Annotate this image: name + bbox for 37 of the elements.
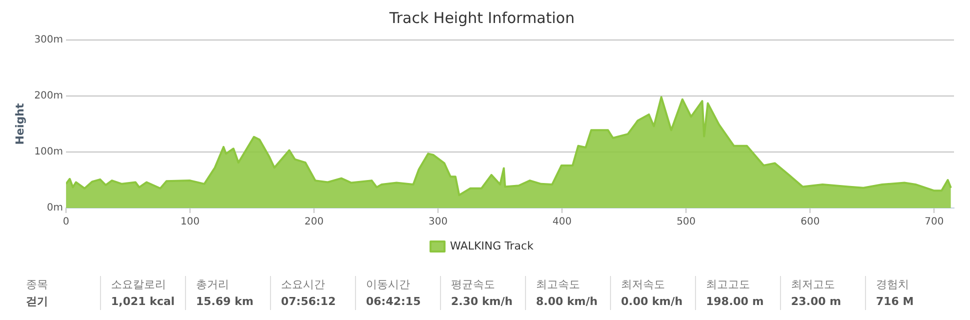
text: 평균속도	[451, 277, 496, 293]
text: 198.00 m	[706, 294, 765, 310]
text: 종목	[26, 277, 49, 293]
text: 8.00 km/h	[536, 294, 599, 310]
text: 2.30 km/h	[451, 294, 514, 310]
y-tick-label: 0m	[46, 202, 64, 214]
text: 이동시간	[366, 277, 411, 293]
text: 06:42:15	[366, 294, 422, 310]
text: 최고속도	[536, 277, 581, 293]
text: 걷기	[26, 294, 49, 310]
text: 07:56:12	[281, 294, 337, 310]
legend-label: WALKING Track	[450, 239, 534, 252]
text: 최고고도	[706, 277, 751, 293]
x-tick-label: 500	[676, 216, 696, 228]
x-tick-label: 200	[304, 216, 324, 228]
text: 최저속도	[621, 277, 666, 293]
text: 15.69 km	[196, 294, 254, 310]
x-tick-label: 100	[180, 216, 200, 228]
x-tick-label: 0	[62, 216, 70, 228]
text: 총거리	[196, 277, 230, 293]
x-tick-label: 400	[552, 216, 572, 228]
x-tick-label: 700	[924, 216, 944, 228]
text: 최저고도	[791, 277, 836, 293]
chart-title: Track Height Information	[388, 8, 575, 27]
text: 716 M	[876, 294, 915, 310]
text: 0.00 km/h	[621, 294, 684, 310]
text: 1,021 kcal	[111, 294, 175, 310]
text: 23.00 m	[791, 294, 842, 310]
text: 소요시간	[281, 277, 326, 293]
y-tick-label: 100m	[34, 146, 64, 158]
text: 소요칼로리	[111, 277, 167, 293]
x-tick-label: 300	[428, 216, 448, 228]
text: 경험치	[876, 277, 910, 293]
y-tick-label: 200m	[34, 90, 64, 102]
x-tick-label: 600	[800, 216, 820, 228]
y-tick-label: 300m	[34, 34, 64, 46]
y-axis-title: Height	[13, 103, 26, 145]
